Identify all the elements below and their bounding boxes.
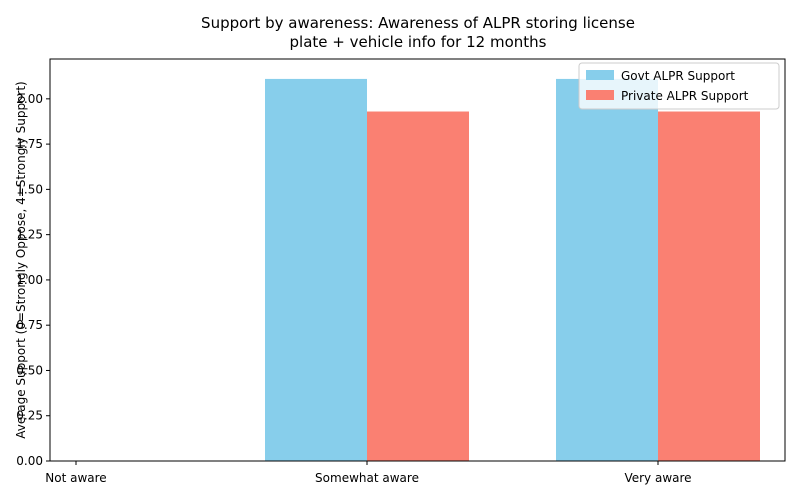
chart-title-line-2: plate + vehicle info for 12 months [290,33,547,51]
legend-swatch [586,70,614,80]
y-tick-label: 1.25 [16,228,43,242]
plot-frame [49,58,786,462]
y-tick-label: 0.00 [16,454,43,468]
bar-govt-alpr-support-somewhat-aware [265,78,367,462]
legend: Govt ALPR Support Private ALPR Support [578,62,780,110]
bar-private-alpr-support-somewhat-aware [367,111,469,461]
x-tick-label: Somewhat aware [315,471,419,485]
legend-label: Private ALPR Support [621,89,749,103]
bars-layer [265,78,760,462]
x-tick-label: Not aware [45,471,106,485]
legend-label: Govt ALPR Support [621,69,735,83]
chart-title-line-1: Support by awareness: Awareness of ALPR … [201,14,635,32]
bar-private-alpr-support-very-aware [658,111,760,461]
legend-swatch [586,90,614,100]
legend-box [578,62,780,110]
x-tick-label: Very aware [624,471,691,485]
y-tick-label: 1.50 [16,182,43,196]
y-tick-label: 0.75 [16,318,43,332]
y-tick-label: 0.25 [16,409,43,423]
y-tick-label: 1.00 [16,273,43,287]
y-tick-label: 0.50 [16,363,43,377]
x-axis-ticks: Not aware Somewhat aware Very aware [45,461,692,485]
y-axis-ticks: 0.00 0.25 0.50 0.75 1.00 1.25 1.50 1.75 2.00 [16,92,50,468]
y-tick-label: 2.00 [16,92,43,106]
y-axis-label: Average Support (0=Strongly Oppose, 4=St… [14,81,28,438]
y-tick-label: 1.75 [16,137,43,151]
bar-govt-alpr-support-very-aware [556,78,658,462]
